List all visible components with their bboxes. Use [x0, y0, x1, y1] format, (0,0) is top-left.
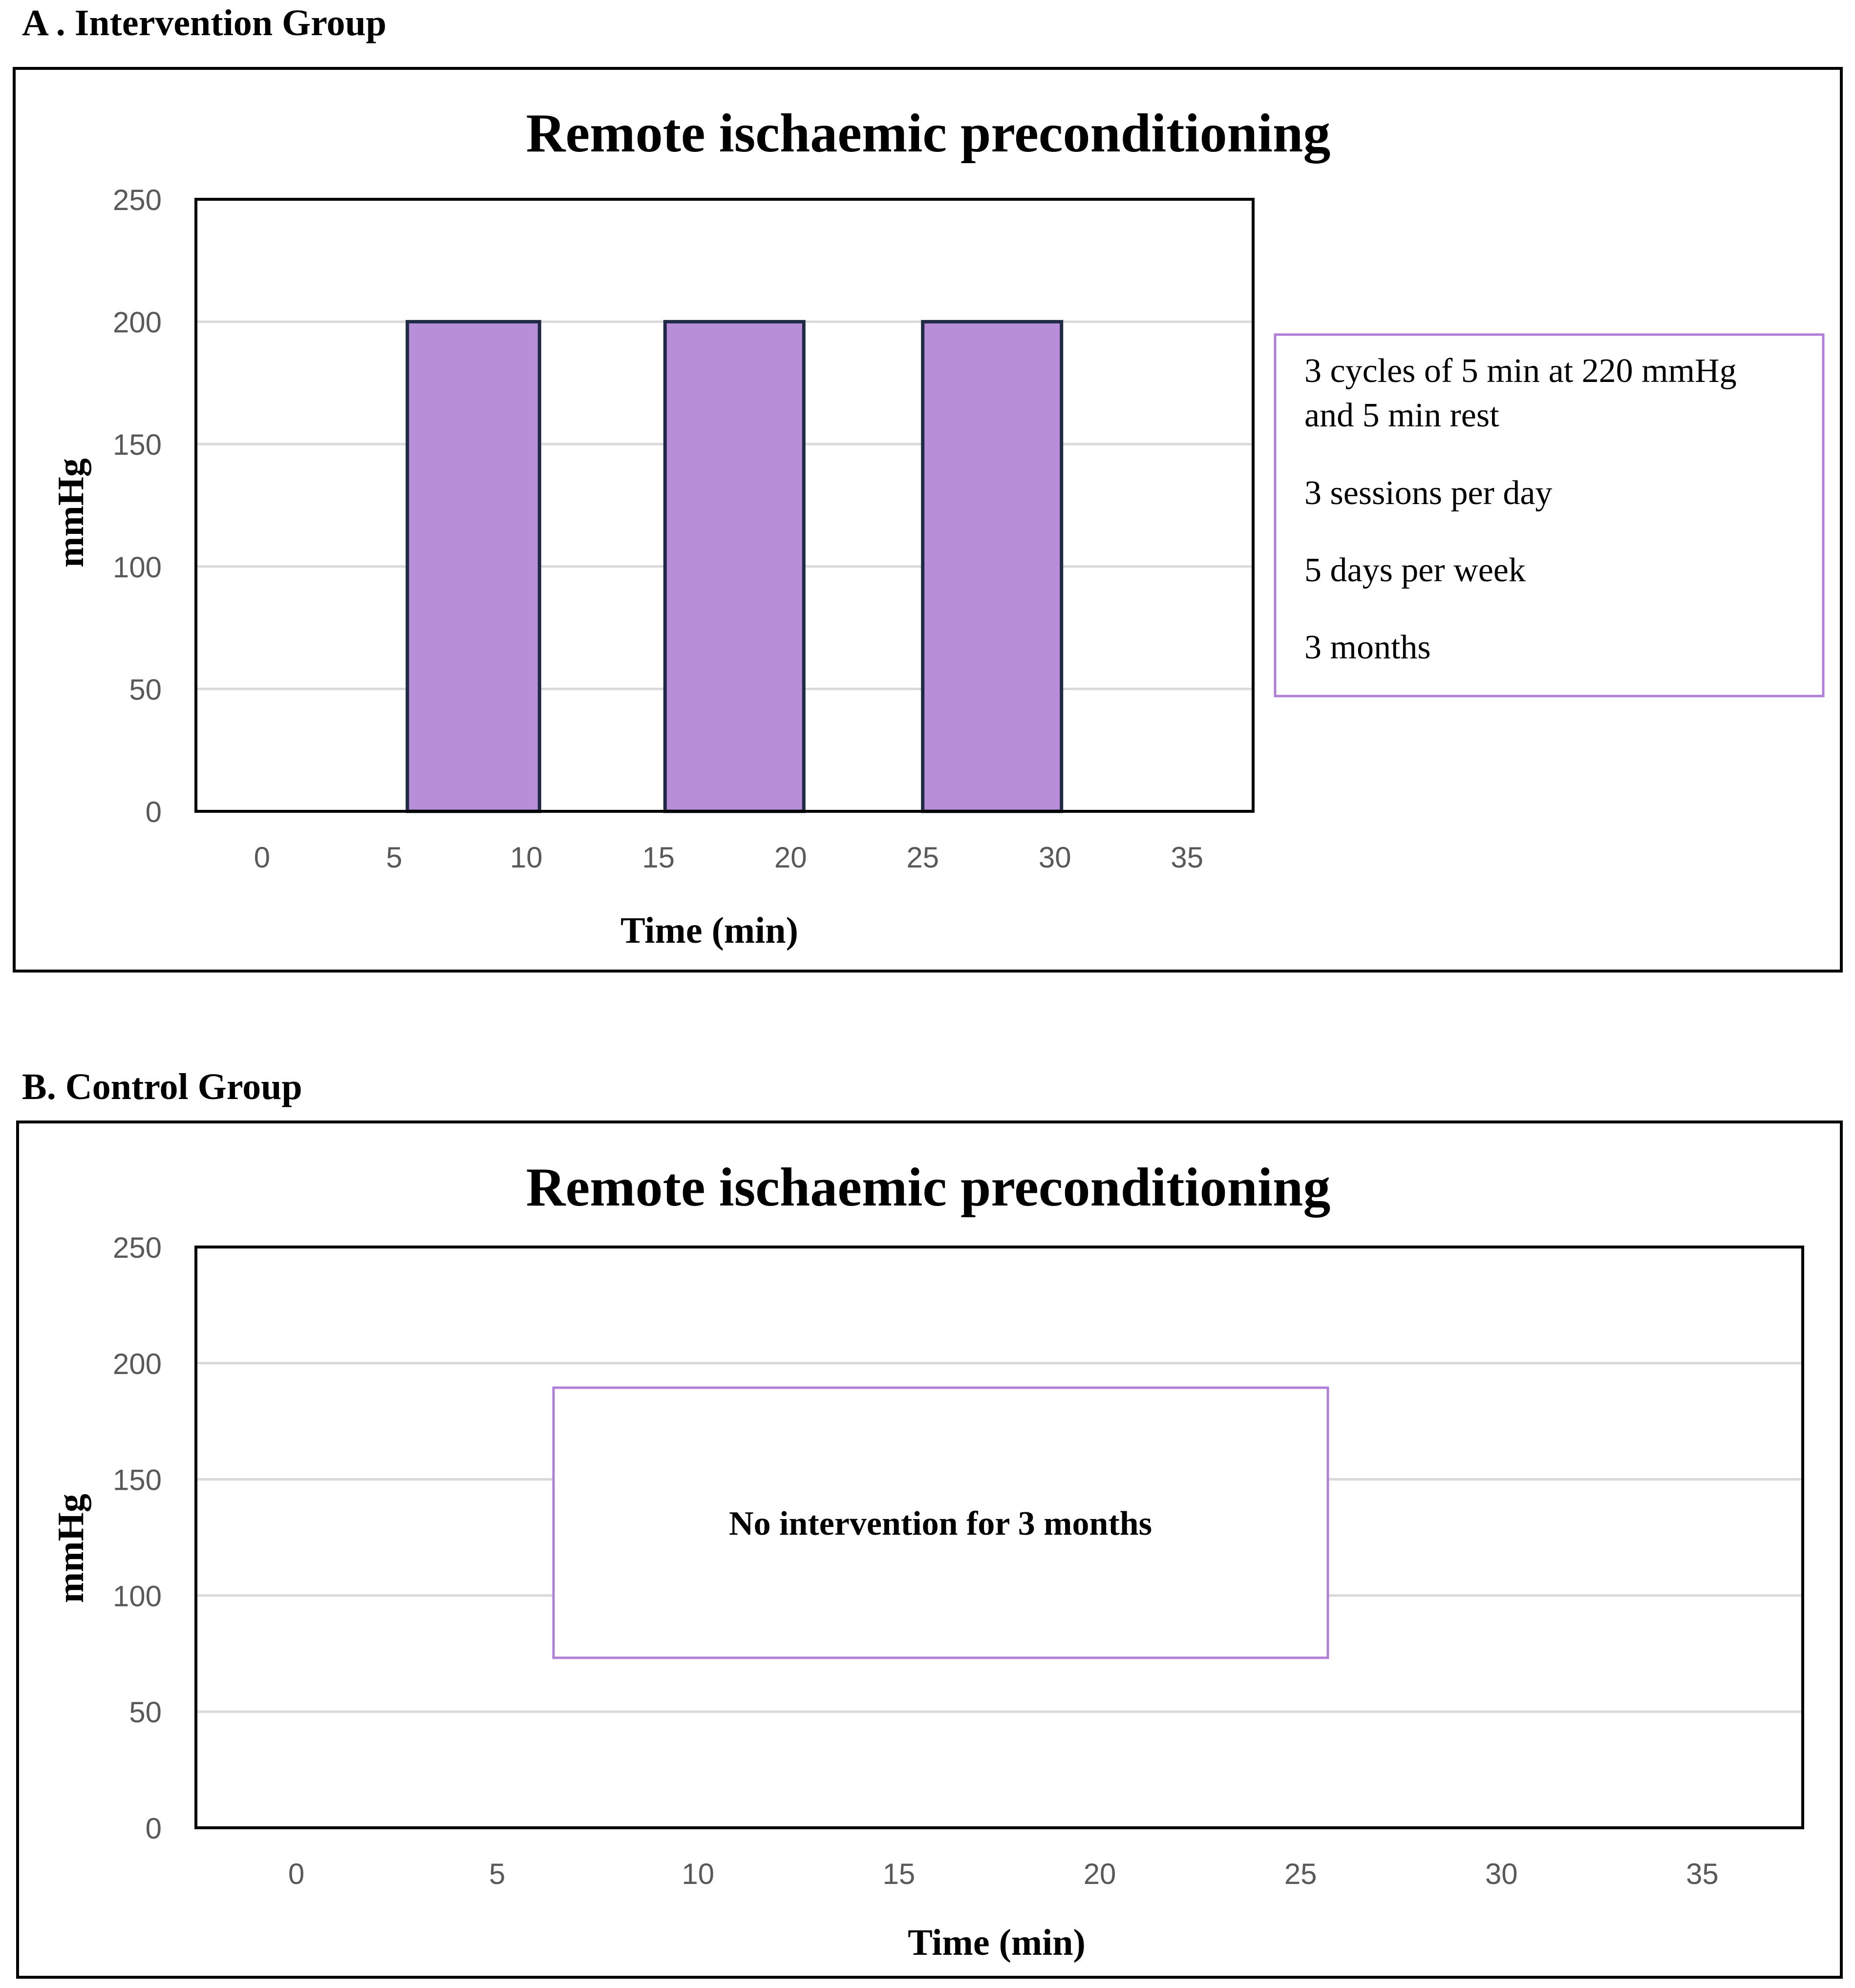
panel-b-y-axis-title: mmHg — [50, 1494, 91, 1603]
panel-a-y-tick-label: 150 — [113, 428, 162, 461]
panel-a: A . Intervention Group Remote ischaemic … — [13, 2, 1843, 973]
panel-b-title: Remote ischaemic preconditioning — [526, 1157, 1331, 1218]
panel-b-x-tick-label: 20 — [1084, 1858, 1116, 1890]
panel-b-label: B. Control Group — [22, 1066, 302, 1107]
panel-a-x-tick-label: 5 — [386, 841, 402, 874]
panel-b-x-tick-label: 0 — [288, 1858, 304, 1890]
panel-a-x-tick-label: 25 — [906, 841, 939, 874]
panel-b-y-tick-label: 50 — [129, 1696, 162, 1729]
panel-a-plot-area — [194, 198, 1255, 813]
panel-b-y-tick-label: 0 — [146, 1812, 162, 1845]
panel-b-y-tick-label: 250 — [113, 1231, 162, 1264]
annotation-line-2: and 5 min rest — [1304, 397, 1499, 434]
panel-a-bar — [663, 320, 806, 813]
panel-a-x-tick-label: 35 — [1171, 841, 1203, 874]
panel-a-label: A . Intervention Group — [22, 2, 386, 43]
panel-b-x-axis-title: Time (min) — [908, 1922, 1086, 1963]
panel-a-bar — [405, 320, 541, 813]
panel-a-y-tick-label: 0 — [146, 796, 162, 828]
panel-a-y-tick-label: 50 — [129, 673, 162, 706]
panel-a-y-tick-label: 250 — [113, 184, 162, 216]
annotation-line-5: 3 months — [1304, 629, 1431, 666]
panel-a-y-tick-label: 100 — [113, 551, 162, 584]
panel-b: B. Control Group Remote ischaemic precon… — [16, 1066, 1843, 1979]
panel-a-annotation-border — [1274, 333, 1825, 698]
panel-a-title: Remote ischaemic preconditioning — [526, 103, 1331, 164]
panel-a-y-axis-title: mmHg — [50, 458, 91, 568]
panel-b-x-tick-labels: 0 5 10 15 20 25 30 35 — [288, 1858, 1719, 1890]
panel-a-x-tick-label: 30 — [1039, 841, 1071, 874]
panel-b-plot-area — [194, 1246, 1804, 1829]
panel-b-annotation-border — [552, 1386, 1329, 1659]
annotation-line-1: 3 cycles of 5 min at 220 mmHg — [1304, 352, 1737, 390]
panel-a-frame — [13, 67, 1843, 973]
panel-b-annotation-text: No intervention for 3 months — [729, 1505, 1152, 1543]
panel-a-annotation-box: 3 cycles of 5 min at 220 mmHg and 5 min … — [1274, 333, 1825, 698]
panel-b-x-tick-label: 25 — [1284, 1858, 1317, 1890]
panel-b-x-tick-label: 5 — [489, 1858, 505, 1890]
panel-a-x-tick-labels: 0 5 10 15 20 25 30 35 — [254, 841, 1204, 874]
panel-a-y-tick-labels: 0 50 100 150 200 250 — [113, 184, 162, 828]
panel-a-x-tick-label: 20 — [774, 841, 807, 874]
annotation-line-4: 5 days per week — [1304, 551, 1526, 589]
panel-a-x-tick-label: 10 — [510, 841, 543, 874]
panel-b-y-tick-labels: 0 50 100 150 200 250 — [113, 1231, 162, 1845]
annotation-line-3: 3 sessions per day — [1304, 474, 1552, 512]
panel-a-bar — [921, 320, 1064, 813]
panel-b-x-tick-label: 10 — [682, 1858, 714, 1890]
panel-a-bars — [405, 320, 1064, 813]
panel-b-frame — [16, 1121, 1843, 1979]
panel-b-x-tick-label: 30 — [1485, 1858, 1518, 1890]
panel-b-x-tick-label: 35 — [1686, 1858, 1719, 1890]
panel-b-y-tick-label: 100 — [113, 1580, 162, 1612]
panel-a-x-tick-label: 15 — [642, 841, 675, 874]
panel-b-annotation-box: No intervention for 3 months — [552, 1386, 1329, 1659]
panel-b-x-tick-label: 15 — [883, 1858, 916, 1890]
panel-a-y-tick-label: 200 — [113, 306, 162, 339]
panel-b-y-tick-label: 200 — [113, 1348, 162, 1380]
panel-a-x-axis-title: Time (min) — [620, 910, 798, 951]
panel-a-x-tick-label: 0 — [254, 841, 270, 874]
panel-b-y-tick-label: 150 — [113, 1464, 162, 1497]
